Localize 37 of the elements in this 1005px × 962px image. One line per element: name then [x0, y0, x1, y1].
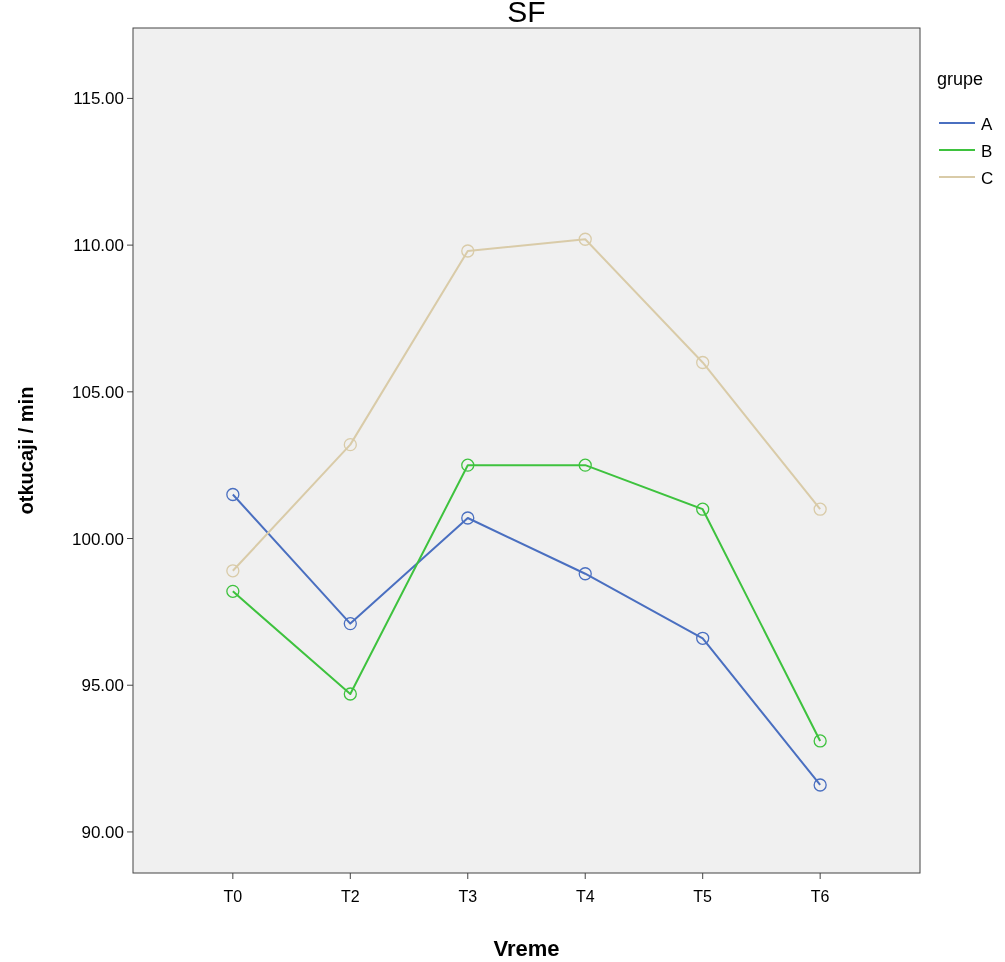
point: [578, 567, 592, 581]
point: [461, 511, 475, 525]
x-tick-label: T2: [340, 888, 360, 905]
point: [226, 487, 240, 502]
point: [813, 734, 827, 748]
chart-title: SF: [507, 0, 546, 28]
point: [813, 778, 827, 792]
point: [696, 355, 710, 370]
point: [226, 584, 240, 598]
legend-label: B: [981, 142, 993, 161]
x-tick-label: T0: [223, 888, 243, 905]
legend-label: A: [981, 115, 993, 134]
point: [578, 458, 592, 472]
point: [578, 232, 592, 246]
point: [343, 687, 357, 701]
point: [696, 502, 710, 516]
point: [461, 458, 475, 472]
point: [461, 244, 475, 258]
point: [343, 437, 357, 452]
x-tick-label: T6: [810, 888, 830, 905]
point: [696, 631, 710, 645]
x-tick-label: T3: [458, 888, 478, 905]
point: [226, 564, 240, 578]
y-tick-label: 100.00: [72, 529, 124, 549]
y-tick-label: 90.00: [81, 822, 124, 842]
y-axis-title: otkucaji / min: [15, 386, 37, 515]
y-tick-label: 105.00: [72, 382, 124, 402]
legend-title: grupe: [937, 69, 984, 89]
x-tick-label: T5: [693, 888, 713, 905]
point: [343, 616, 357, 631]
x-tick-label: T4: [575, 888, 595, 905]
point: [813, 502, 827, 516]
y-tick-label: 95.00: [81, 676, 124, 696]
y-tick-label: 110.00: [73, 236, 124, 256]
y-tick-label: 115.00: [73, 89, 124, 109]
x-axis-title: Vreme: [493, 936, 560, 961]
legend-label: C: [981, 169, 994, 188]
